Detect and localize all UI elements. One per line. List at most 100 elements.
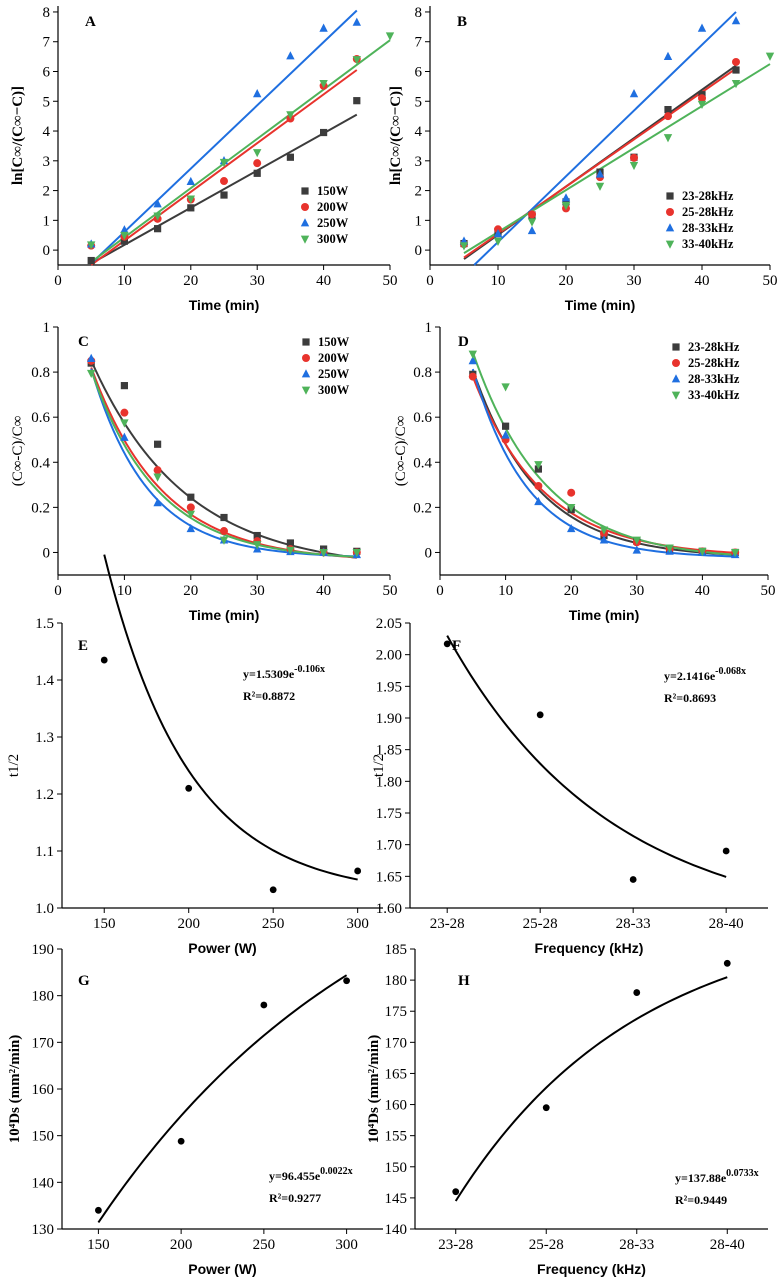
y-tick-label: 180	[32, 989, 55, 1005]
chart-panel-a: 0 10 20 30 40 50 0 1 2 3 4 5 6 7 8 Time (min) ln[C∞/(C∞−…	[10, 5, 398, 313]
data-point	[87, 256, 95, 265]
y-tick-label: 7	[43, 35, 51, 51]
chart-panel-h: 23-28 25-28 28-33 28-40 140 145 150 155 160 165 17…	[366, 942, 768, 1277]
data-point	[319, 80, 328, 89]
data-point	[120, 225, 129, 234]
data-point	[542, 1104, 550, 1112]
y-tick-label: 5	[415, 94, 423, 110]
data-point	[443, 640, 451, 648]
data-point	[87, 369, 96, 379]
data-point	[220, 527, 228, 536]
y-tick-label: 1.90	[376, 711, 402, 727]
x-tick-label: 250	[253, 1237, 276, 1253]
x-tick-label: 25-28	[529, 1237, 564, 1253]
y-tick-label: 1.80	[376, 774, 402, 790]
y-tick-label: 1.2	[35, 787, 54, 803]
data-point	[219, 158, 229, 168]
data-point	[120, 419, 129, 428]
chart-panel-g: 150 200 250 300 130 140 150 160 170 180 190 Power (…	[7, 942, 383, 1277]
data-point	[731, 549, 740, 558]
data-point	[253, 169, 261, 177]
data-point	[319, 23, 328, 32]
y-tick-label: 4	[415, 124, 423, 140]
data-point	[220, 177, 228, 186]
data-point	[534, 461, 543, 470]
panel-label: E	[78, 638, 88, 654]
data-point	[632, 536, 641, 545]
data-point	[599, 526, 609, 535]
y-tick-label: 1	[425, 320, 433, 336]
data-point	[731, 16, 741, 25]
x-tick-label: 50	[383, 583, 398, 599]
legend-marker	[301, 369, 311, 378]
data-point	[534, 496, 543, 506]
legend-marker	[300, 235, 310, 244]
legend-label: 300W	[317, 232, 349, 246]
x-tick-label: 0	[54, 583, 62, 599]
y-tick-label: 3	[415, 154, 423, 170]
x-tick-label: 300	[346, 916, 369, 932]
y-tick-label: 1.0	[35, 901, 54, 917]
data-point	[567, 503, 576, 513]
data-point	[528, 210, 536, 219]
x-tick-label: 25-28	[523, 916, 558, 932]
data-point	[320, 128, 328, 137]
legend-marker	[672, 359, 680, 367]
y-tick-label: 1	[415, 213, 423, 229]
x-tick-label: 40	[316, 583, 331, 599]
data-point	[120, 432, 129, 441]
data-point	[562, 198, 570, 206]
x-tick-label: 10	[117, 273, 132, 289]
y-tick-label: 1.65	[376, 869, 402, 885]
data-point	[153, 212, 162, 221]
data-point	[664, 112, 672, 121]
legend-marker	[671, 374, 681, 383]
data-point	[220, 191, 228, 199]
x-tick-label: 20	[183, 583, 198, 599]
data-point	[120, 408, 129, 417]
data-point	[286, 111, 295, 120]
x-tick-label: 250	[262, 916, 285, 932]
x-tick-label: 30	[629, 583, 644, 599]
y-tick-label: 1	[43, 320, 51, 336]
y-tick-label: 0.4	[413, 455, 432, 471]
data-point	[732, 57, 740, 66]
legend-label: 200W	[318, 351, 350, 365]
data-point	[87, 241, 96, 250]
data-point	[697, 100, 707, 110]
y-tick-label: 170	[385, 1035, 408, 1051]
data-point	[732, 66, 740, 74]
x-tick-label: 23-28	[430, 916, 465, 932]
data-point	[153, 498, 162, 507]
legend-label: 150W	[318, 335, 350, 349]
legend-label: 300W	[318, 383, 350, 397]
fit-line	[90, 39, 391, 263]
data-point	[629, 161, 639, 171]
x-axis-label: Time (min)	[189, 607, 260, 623]
data-point	[186, 523, 195, 533]
y-tick-label: 6	[415, 64, 423, 80]
fit-r-squared: R²=0.9449	[675, 1193, 727, 1207]
fit-equation: y=96.455e0.0022x	[269, 1166, 353, 1183]
y-tick-label: 0	[43, 545, 51, 561]
x-axis-label: Time (min)	[189, 297, 260, 313]
x-tick-label: 150	[87, 1237, 110, 1253]
x-axis-label: Frequency (kHz)	[537, 1261, 646, 1277]
x-tick-label: 28-40	[710, 1237, 745, 1253]
data-point	[354, 867, 362, 875]
x-tick-label: 23-28	[438, 1237, 473, 1253]
fit-r-squared: R²=0.9277	[269, 1191, 321, 1205]
x-tick-label: 10	[117, 583, 132, 599]
chart-panel-d: 0 10 20 30 40 50 0 0.2 0.4 0.6 0.8 1 Time (min) (C∞-C…	[393, 320, 776, 623]
legend-label: 200W	[317, 200, 349, 214]
legend-marker	[666, 208, 674, 216]
data-point	[536, 711, 544, 719]
data-point	[319, 549, 328, 558]
panel-label: A	[85, 14, 96, 30]
y-tick-label: 1.1	[35, 844, 54, 860]
y-tick-label: 175	[385, 1004, 408, 1020]
chart-panel-f: 23-28 25-28 28-33 28-40 1.60 1.65 1.70 1.75 1.80…	[371, 616, 768, 956]
data-point	[567, 523, 576, 533]
data-point	[468, 350, 477, 359]
